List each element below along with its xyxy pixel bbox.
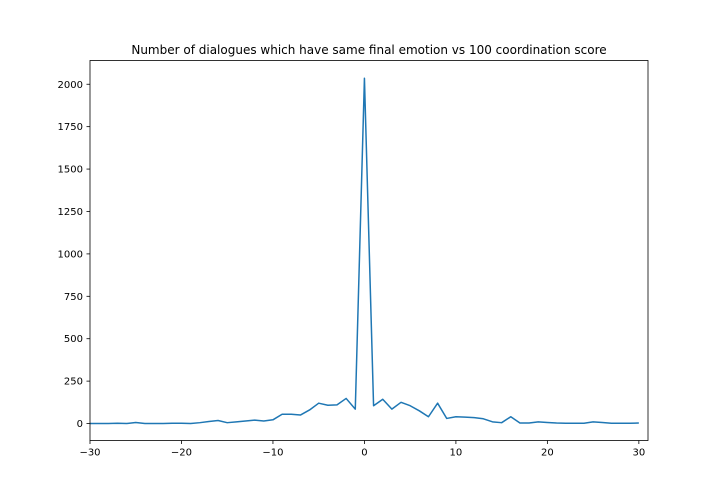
x-axis: −30 −20 −10 0 10 20 30 — [79, 440, 645, 459]
x-tick-label: −10 — [262, 448, 283, 459]
y-tick-label: 2000 — [58, 80, 83, 91]
x-tick-label: 20 — [541, 448, 554, 459]
series-line — [90, 77, 639, 425]
plot-frame — [89, 60, 649, 441]
y-tick-label: 0 — [77, 419, 83, 430]
x-tick-label: 10 — [450, 448, 463, 459]
y-tick-label: 1250 — [58, 207, 83, 218]
x-tick-label: −20 — [171, 448, 192, 459]
y-tick-label: 1000 — [58, 249, 83, 260]
y-axis: 0 250 500 750 1000 1250 1500 1750 2000 — [58, 80, 90, 430]
y-tick-label: 750 — [64, 292, 83, 303]
chart-title: Number of dialogues which have same fina… — [131, 43, 606, 57]
x-tick-label: −30 — [79, 448, 100, 459]
y-tick-label: 1750 — [58, 122, 83, 133]
y-tick-label: 250 — [64, 377, 83, 388]
x-tick-label: 30 — [632, 448, 645, 459]
y-tick-label: 1500 — [58, 165, 83, 176]
y-tick-label: 500 — [64, 334, 83, 345]
x-tick-label: 0 — [361, 448, 367, 459]
